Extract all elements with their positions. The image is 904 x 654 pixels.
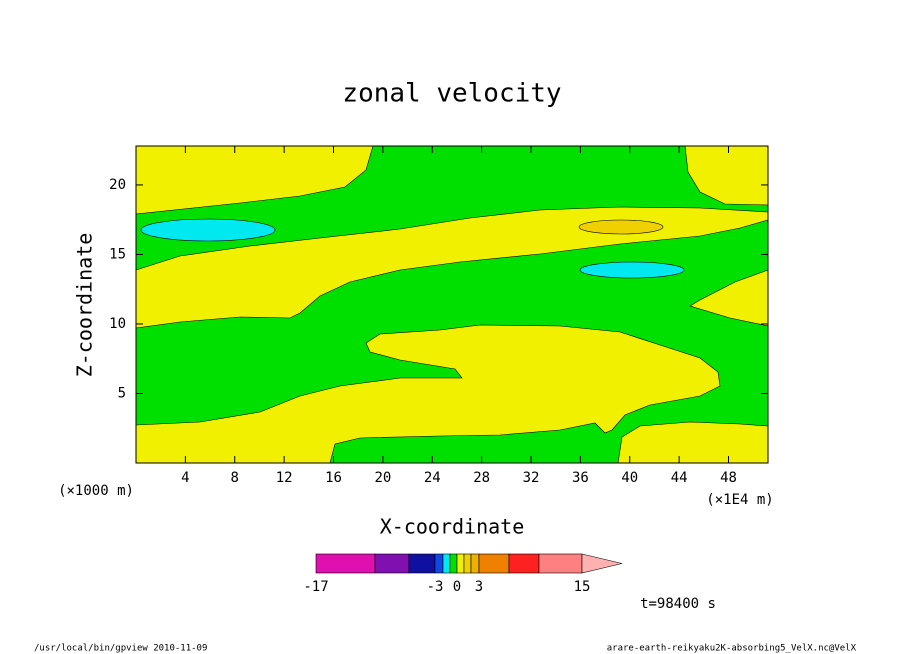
colorbar-box [408,553,436,574]
x-tick-label: 20 [374,470,391,486]
x-tick-label: 12 [276,470,293,486]
colorbar-extension [581,553,623,574]
y-tick-label: 20 [109,177,126,193]
x-tick-label: 24 [424,470,441,486]
colorbar-tick-label: -3 [427,579,444,595]
contour-region [617,421,769,464]
x-unit: (×1E4 m) [706,492,773,508]
time-label: t=98400 s [640,596,716,612]
y-axis-label: Z-coordinate [73,233,97,378]
x-tick-label: 16 [325,470,342,486]
y-tick-label: 5 [118,385,126,401]
x-tick-label: 28 [473,470,490,486]
colorbar-box [508,553,540,574]
colorbar-box [478,553,510,574]
colorbar-box [456,553,465,574]
colorbar-box [442,553,451,574]
y-tick-label: 15 [109,246,126,262]
colorbar-box [449,553,458,574]
x-tick-label: 4 [181,470,189,486]
contour-region [135,324,721,464]
colorbar-tick-label: 0 [453,579,461,595]
colorbar-tick-label: 3 [475,579,483,595]
x-tick-label: 36 [572,470,589,486]
colorbar-box [538,553,583,574]
contour-region [140,218,276,242]
footer-right: arare-earth-reikyaku2K-absorbing5_VelX.n… [607,644,857,654]
y-tick-label: 10 [109,316,126,332]
colorbar-tick-label: 15 [574,579,591,595]
chart-title: zonal velocity [342,79,561,109]
plot-frame [135,145,769,464]
colorbar-box [470,553,480,574]
colorbar-box [463,553,472,574]
x-tick-label: 48 [720,470,737,486]
x-axis-label: X-coordinate [380,515,525,539]
contour-region [135,206,769,329]
x-tick-label: 44 [671,470,688,486]
colorbar-box [315,553,376,574]
contour-region [579,261,685,279]
colorbar-box [434,553,444,574]
y-unit: (×1000 m) [58,483,134,499]
contour-region [578,219,664,235]
colorbar-tick-label: -17 [303,579,328,595]
x-tick-label: 8 [231,470,239,486]
x-tick-label: 32 [523,470,540,486]
contour-region [135,145,374,215]
x-tick-label: 40 [621,470,638,486]
footer-left: /usr/local/bin/gpview 2010-11-09 [34,644,207,654]
colorbar-box [374,553,410,574]
